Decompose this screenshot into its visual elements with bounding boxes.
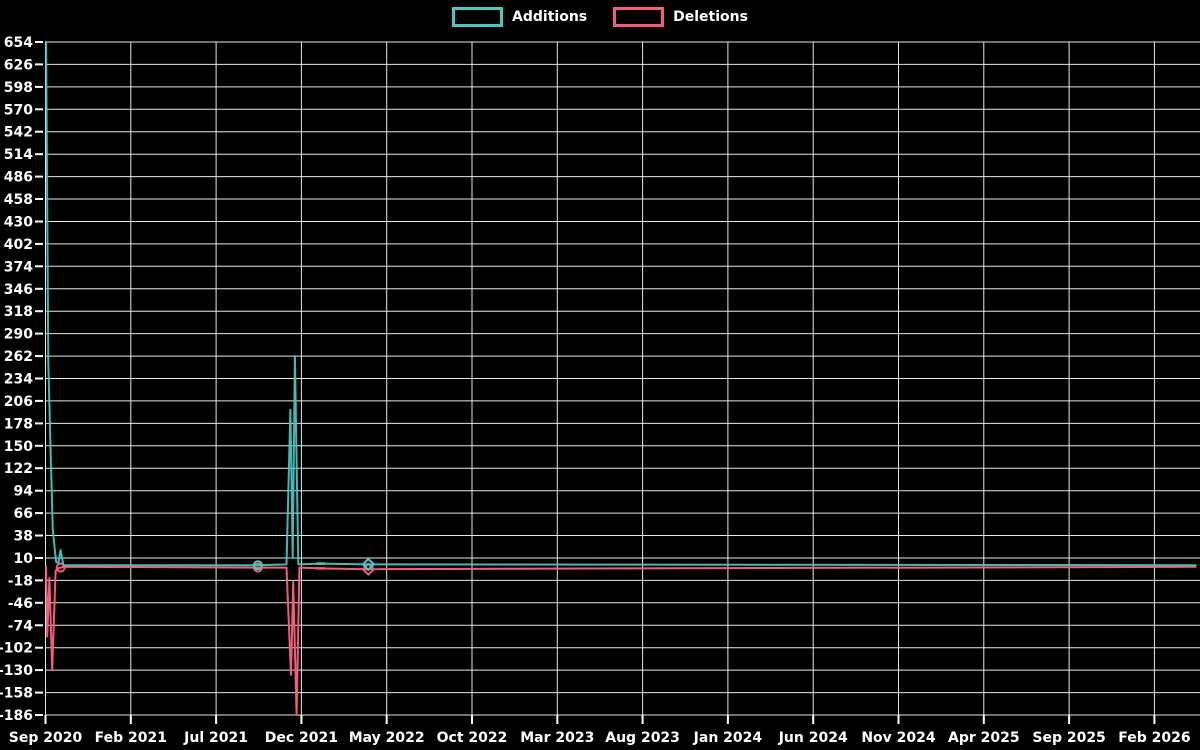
y-tick-label: 514 xyxy=(4,147,33,163)
additions-line xyxy=(45,41,1197,567)
additions-marker-diamond xyxy=(361,557,375,571)
y-tick-label: 234 xyxy=(4,372,33,388)
y-tick-label: 290 xyxy=(4,327,33,343)
y-tick-label: 458 xyxy=(4,192,33,208)
x-tick-label: Mar 2023 xyxy=(520,730,594,746)
y-tick-label: 402 xyxy=(4,237,33,253)
y-tick-label: 318 xyxy=(4,304,33,320)
y-tick-label: 346 xyxy=(4,282,33,298)
additions-marker-circle xyxy=(252,560,263,571)
gridlines xyxy=(45,41,1200,716)
x-tick-label: Feb 2021 xyxy=(95,730,167,746)
x-tick-label: Dec 2021 xyxy=(265,730,338,746)
x-tick-label: Aug 2023 xyxy=(605,730,680,746)
x-tick-label: Jan 2024 xyxy=(693,730,763,746)
deletions-swatch-icon xyxy=(613,7,665,27)
deletions-line xyxy=(45,565,1197,716)
y-tick-label: 570 xyxy=(4,102,33,118)
y-tick-label: -130 xyxy=(0,663,33,679)
y-tick-label: -18 xyxy=(8,573,33,589)
y-tick-label: -186 xyxy=(0,708,33,724)
y-tick-label: 94 xyxy=(14,484,34,500)
y-tick-label: -46 xyxy=(8,596,33,612)
y-tick-label: 598 xyxy=(4,80,33,96)
axis-ticks xyxy=(35,41,1156,724)
chart-legend: Additions Deletions xyxy=(0,7,1200,27)
legend-item-additions[interactable]: Additions xyxy=(452,7,587,27)
y-tick-label: 374 xyxy=(4,259,33,275)
y-tick-label: 178 xyxy=(4,416,33,432)
y-tick-label: 626 xyxy=(4,57,33,73)
legend-item-deletions[interactable]: Deletions xyxy=(613,7,748,27)
y-tick-label: 38 xyxy=(14,529,33,545)
y-tick-label: 66 xyxy=(14,506,33,522)
y-tick-label: 430 xyxy=(4,215,33,231)
y-tick-label: 542 xyxy=(4,125,33,141)
y-tick-label: 206 xyxy=(4,394,33,410)
x-tick-label: Oct 2022 xyxy=(437,730,508,746)
x-tick-label: Jul 2021 xyxy=(183,730,248,746)
x-tick-label: Jun 2024 xyxy=(778,730,848,746)
y-tick-label: -74 xyxy=(8,618,34,634)
x-tick-label: Apr 2025 xyxy=(948,730,1020,746)
y-tick-label: -102 xyxy=(0,641,33,657)
y-tick-label: 122 xyxy=(4,461,33,477)
x-tick-label: Sep 2020 xyxy=(9,730,83,746)
y-tick-label: 654 xyxy=(4,35,33,51)
additions-swatch-icon xyxy=(452,7,504,27)
x-tick-label: Feb 2026 xyxy=(1118,730,1190,746)
x-tick-label: Nov 2024 xyxy=(861,730,936,746)
x-tick-label: May 2022 xyxy=(349,730,425,746)
y-tick-label: 150 xyxy=(4,439,33,455)
x-tick-label: Sep 2025 xyxy=(1032,730,1105,746)
axis-labels: 654 626 598 570 542 514 486 458 430 402 374 346 318 2… xyxy=(0,35,1191,746)
legend-label-deletions: Deletions xyxy=(673,9,748,25)
deletions-marker-circle xyxy=(55,562,66,573)
y-tick-label: 486 xyxy=(4,170,33,186)
y-tick-label: 10 xyxy=(14,551,34,567)
y-tick-label: -158 xyxy=(0,686,33,702)
y-tick-label: 262 xyxy=(4,349,33,365)
legend-label-additions: Additions xyxy=(512,9,588,25)
